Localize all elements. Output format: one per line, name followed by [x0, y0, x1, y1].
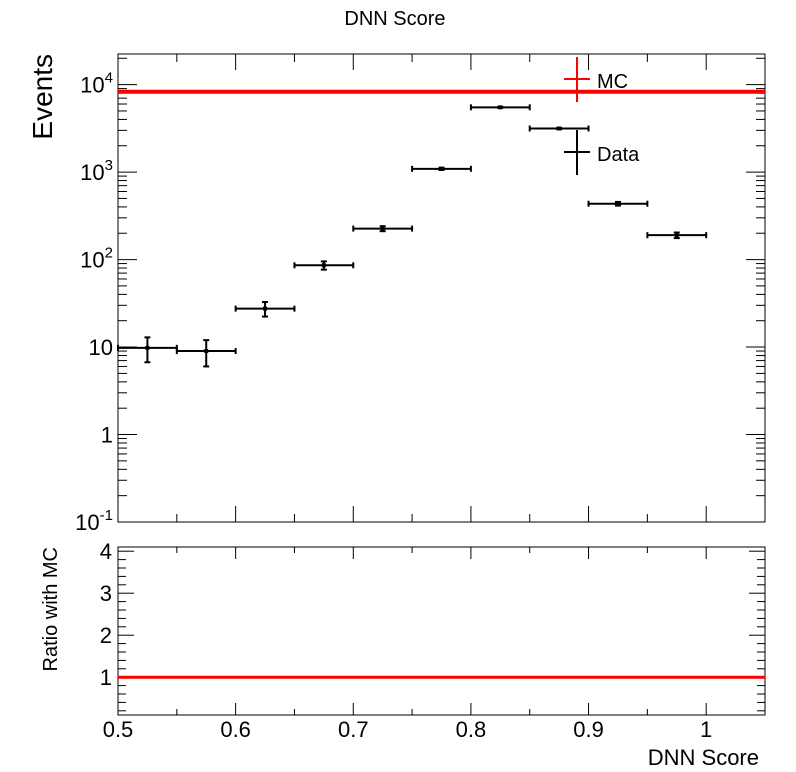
- data-point: [439, 166, 444, 171]
- data-point: [321, 263, 326, 268]
- y-axis-label: Events: [27, 54, 58, 140]
- chart-title: DNN Score: [344, 8, 445, 30]
- ratio-y-tick-label: 1: [100, 665, 112, 690]
- y-tick-label: 103: [80, 157, 113, 185]
- data-point: [674, 233, 679, 238]
- x-tick-label: 0.8: [456, 717, 487, 742]
- ratio-y-tick-label: 2: [100, 623, 112, 648]
- legend-data-label: Data: [597, 144, 640, 166]
- x-axis-label: DNN Score: [648, 745, 759, 770]
- y-tick-label: 102: [80, 245, 113, 273]
- y-tick-label: 10-1: [75, 507, 113, 535]
- data-point: [380, 226, 385, 231]
- ratio-plot-axes: 0.5 0.6 0.7 0.8 0.9 1 1 2 3 4: [100, 539, 766, 742]
- ratio-axis-label: Ratio with MC: [40, 547, 62, 671]
- data-point: [557, 126, 562, 131]
- main-plot-axes: 10-1 1 10 102 103 104: [75, 54, 766, 535]
- ratio-y-tick-label: 4: [100, 539, 112, 564]
- legend-mc-label: MC: [597, 71, 628, 93]
- data-point: [145, 345, 150, 350]
- x-tick-label: 0.5: [103, 717, 134, 742]
- x-tick-label: 1: [700, 717, 712, 742]
- y-tick-label: 104: [80, 70, 113, 98]
- y-tick-label: 1: [101, 423, 113, 448]
- x-tick-label: 0.9: [573, 717, 604, 742]
- x-tick-label: 0.7: [338, 717, 369, 742]
- data-point: [263, 306, 268, 311]
- ratio-plot-frame: [117, 546, 766, 716]
- data-point: [498, 105, 503, 110]
- main-plot-frame: [117, 53, 766, 523]
- y-tick-label: 10: [89, 335, 113, 360]
- data-point: [615, 201, 620, 206]
- x-tick-label: 0.6: [220, 717, 251, 742]
- ratio-y-tick-label: 3: [100, 581, 112, 606]
- data-point: [204, 349, 209, 354]
- main-plot-marks: [117, 89, 765, 368]
- legend: MC Data: [564, 57, 640, 175]
